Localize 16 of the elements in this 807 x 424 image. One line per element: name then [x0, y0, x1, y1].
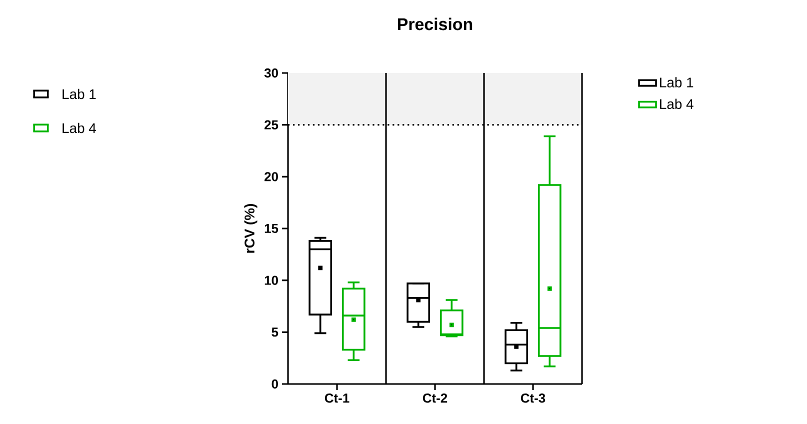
y-tick-label: 10 [264, 276, 278, 285]
y-tick-label: 20 [264, 172, 278, 182]
text: Lab 4 [62, 122, 96, 134]
legend-label: Lab 1 [660, 77, 694, 88]
y-axis-title: rCV (%) [244, 204, 258, 253]
x-tick-label: Ct-2 [422, 394, 448, 403]
y-tick-label: 0 [272, 379, 278, 389]
y-tick-label: 25 [264, 120, 278, 130]
y-tick-label: 15 [264, 224, 278, 234]
y-tick-label: 30 [264, 68, 278, 78]
text: Lab 1 [62, 88, 96, 100]
x-tick-label: Ct-3 [520, 394, 546, 403]
y-tick-label: 5 [272, 328, 278, 337]
chart-title: Precision [398, 18, 472, 30]
legend-label: Lab 4 [660, 98, 694, 110]
x-tick-label: Ct-1 [324, 394, 350, 403]
